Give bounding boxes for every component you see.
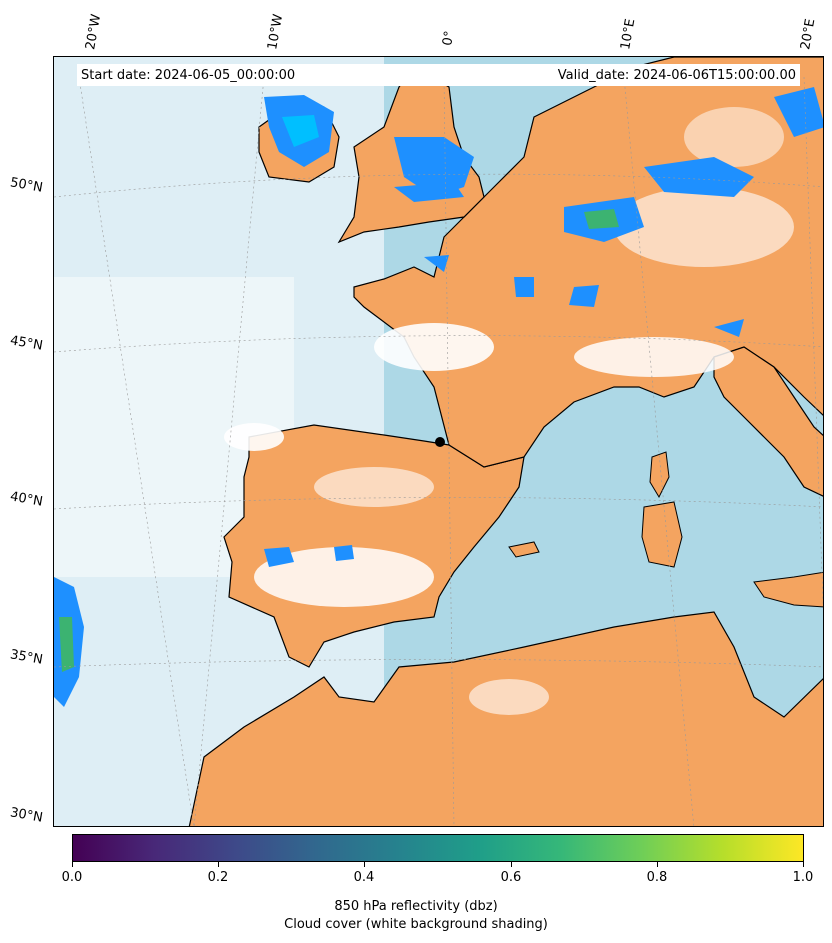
colorbar-subtitle: Cloud cover (white background shading)	[284, 917, 548, 932]
lat-label-40n: 40°N	[8, 489, 44, 510]
reflectivity-spain	[264, 547, 294, 567]
reflectivity-france	[514, 277, 534, 297]
italy-land	[713, 346, 823, 497]
cb-tick-label: 0.4	[353, 870, 375, 885]
cloud-patch	[254, 547, 434, 607]
reflectivity-patch	[394, 182, 464, 202]
cb-tick-label: 0.0	[61, 870, 83, 885]
weather-map[interactable]	[53, 56, 824, 827]
cb-tick	[511, 862, 512, 867]
sicily-island	[753, 571, 823, 608]
cloud-patch	[374, 323, 494, 371]
cloud-patch	[469, 679, 549, 715]
reflectivity-core	[59, 617, 74, 672]
lon-label-10e: 10°E	[618, 17, 639, 52]
cloud-patch	[614, 187, 794, 267]
reflectivity-core	[282, 115, 319, 147]
corsica-island	[649, 451, 670, 499]
cb-tick	[72, 862, 73, 867]
cb-tick-label: 0.8	[646, 870, 668, 885]
start-date-text: Start date: 2024-06-05_00:00:00	[81, 67, 296, 83]
reflectivity-patch	[424, 255, 449, 272]
reflectivity-east	[774, 87, 823, 137]
cb-tick-label: 0.2	[207, 870, 229, 885]
reflectivity-patch	[569, 285, 599, 307]
balearic-island	[508, 541, 540, 558]
cb-tick	[803, 862, 804, 867]
valid-date-text: Valid_date: 2024-06-06T15:00:00.00	[557, 67, 796, 83]
cb-tick-label: 0.6	[500, 870, 522, 885]
lon-label-20w: 20°W	[83, 13, 105, 52]
cb-tick	[218, 862, 219, 867]
cb-tick-label: 1.0	[792, 870, 814, 885]
cb-tick	[364, 862, 365, 867]
reflectivity-colorbar	[72, 834, 804, 862]
reflectivity-core	[584, 209, 619, 229]
reflectivity-alps	[644, 157, 754, 197]
graticule	[54, 76, 823, 826]
reflectivity-patch	[714, 319, 744, 337]
lat-label-30n: 30°N	[8, 805, 44, 826]
lon-label-10w: 10°W	[265, 13, 287, 52]
map-canvas	[54, 57, 823, 826]
cb-tick	[657, 862, 658, 867]
reflectivity-patch	[334, 545, 354, 561]
africa-land	[188, 611, 823, 826]
lat-label-45n: 45°N	[8, 333, 44, 354]
location-marker	[435, 437, 445, 447]
cloud-patch	[574, 337, 734, 377]
cloud-patch	[314, 467, 434, 507]
date-info-bar: Start date: 2024-06-05_00:00:00 Valid_da…	[77, 64, 800, 86]
lon-label-0: 0°	[440, 29, 458, 47]
lat-label-35n: 35°N	[8, 647, 44, 668]
cloud-patch	[684, 107, 784, 167]
cloud-patch	[224, 423, 284, 451]
lon-label-20e: 20°E	[798, 17, 819, 52]
colorbar-title: 850 hPa reflectivity (dbz)	[334, 899, 498, 914]
lat-label-50n: 50°N	[8, 175, 44, 196]
sardinia-island	[641, 501, 683, 568]
